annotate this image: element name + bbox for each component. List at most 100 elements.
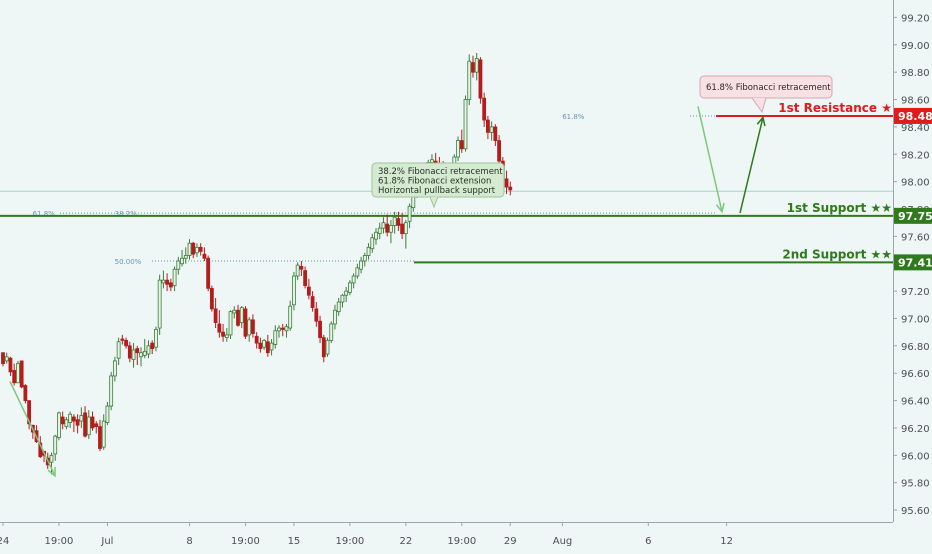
candle-body <box>430 159 434 163</box>
candle-body <box>362 255 367 262</box>
price-tick-label: 97.20 <box>901 287 930 298</box>
time-tick-label: Jul <box>100 536 113 547</box>
candle-body <box>370 237 375 250</box>
candle-body <box>288 305 293 329</box>
level-label-2: 1st Support ★★ <box>787 201 892 215</box>
candle-body <box>105 405 110 423</box>
candle-body <box>295 264 300 277</box>
fib-label: 50.00% <box>115 258 142 266</box>
candle-body <box>389 225 393 233</box>
candle-body <box>340 294 345 303</box>
callout-green-line: 61.8% Fibonacci extension <box>378 177 491 187</box>
candle-body <box>142 350 147 356</box>
candle-body <box>98 426 102 449</box>
candle-body <box>239 307 244 323</box>
candle-body <box>154 329 158 348</box>
candle-body <box>474 58 479 73</box>
time-tick-label: 19:00 <box>335 536 364 547</box>
candle-body <box>172 268 177 287</box>
arrow-up-shaft <box>739 117 764 214</box>
arrow-down-right-shaft <box>697 106 723 212</box>
candle-body <box>8 357 13 373</box>
candle-body <box>471 62 475 73</box>
arrow-down-left-shaft <box>9 381 56 477</box>
price-tick-label: 98.00 <box>901 178 930 189</box>
candle-body <box>247 319 252 336</box>
callout-green-pointer <box>429 196 439 209</box>
price-tag-1: 98.48 <box>898 110 932 123</box>
price-tag-2: 97.75 <box>898 210 932 223</box>
time-tick-label: 12 <box>720 536 733 547</box>
candle-body <box>299 266 304 270</box>
candle-body <box>157 279 162 329</box>
candle-body <box>12 370 17 384</box>
price-tick-label: 98.20 <box>901 150 930 161</box>
candle-body <box>374 231 378 240</box>
candle-body <box>224 334 229 339</box>
candle-body <box>366 246 371 256</box>
candle-body <box>49 454 54 463</box>
candle-body <box>131 349 136 360</box>
candle-body <box>478 59 483 99</box>
candle-body <box>336 301 341 313</box>
time-tick-label: 22 <box>399 536 412 547</box>
candle-body <box>318 320 322 339</box>
price-axis-bg <box>893 0 932 550</box>
callout-pink-pointer <box>751 97 767 114</box>
candle-body <box>53 435 58 455</box>
callout-green-line: 38.2% Fibonacci retracement <box>378 167 503 177</box>
candle-body <box>127 345 132 359</box>
candle-body <box>94 423 99 427</box>
candle-body <box>493 126 498 141</box>
candle-body <box>4 356 9 362</box>
arrows-layer <box>9 106 766 478</box>
candle-body <box>75 419 80 426</box>
candle-body <box>191 242 196 255</box>
candle-body <box>321 337 326 358</box>
candle-body <box>314 308 319 322</box>
arrow-down-left-head <box>47 466 56 478</box>
price-tag-3: 97.41 <box>898 256 932 269</box>
price-tick-label: 96.80 <box>901 342 930 353</box>
candle-body <box>396 218 401 226</box>
candle-body <box>385 223 390 233</box>
level-label-1: 1st Resistance ★ <box>778 101 892 115</box>
candle-body <box>251 319 255 334</box>
candle-body <box>351 275 356 284</box>
time-tick-label: 19:00 <box>231 536 260 547</box>
candle-body <box>217 323 222 333</box>
candle-body <box>329 323 334 341</box>
candle-body <box>284 326 289 332</box>
candle-body <box>485 119 490 133</box>
candle-body <box>124 339 128 347</box>
candle-body <box>206 257 211 289</box>
candle-body <box>101 420 106 448</box>
candle-body <box>183 255 188 259</box>
candle-body <box>161 279 166 284</box>
candle-body <box>71 416 76 422</box>
candle-body <box>57 412 61 438</box>
callout-pink-text: 61.8% Fibonacci retracement <box>706 83 831 93</box>
candle-body <box>198 246 203 252</box>
candle-body <box>273 330 278 345</box>
fib-label: 61.8% <box>562 113 585 121</box>
levels-layer: 61.8% 38.2% 50.00% 61.8% 1st Resistance ★ 1st… <box>0 101 893 266</box>
candle-body <box>187 242 192 256</box>
price-tick-label: 97.60 <box>901 232 930 243</box>
candle-body <box>482 97 487 121</box>
time-axis[interactable]: 24 19:00 Jul 8 19:00 15 19:00 22 19:00 29 Aug 6 12 <box>0 522 893 547</box>
time-tick-label: 15 <box>288 536 301 547</box>
candle-body <box>292 275 296 306</box>
candle-body <box>16 363 20 384</box>
price-tag-bg-3 <box>894 254 932 271</box>
arrow-down-right-head <box>715 202 725 214</box>
candle-body <box>202 253 207 259</box>
candle-body <box>180 257 184 265</box>
price-tick-label: 96.40 <box>901 397 930 408</box>
price-axis[interactable]: 99.2099.0098.8098.6098.4098.2098.0097.80… <box>893 0 932 550</box>
candle-body <box>347 282 352 293</box>
price-tick-label: 95.80 <box>901 479 930 490</box>
candle-body <box>359 260 363 270</box>
